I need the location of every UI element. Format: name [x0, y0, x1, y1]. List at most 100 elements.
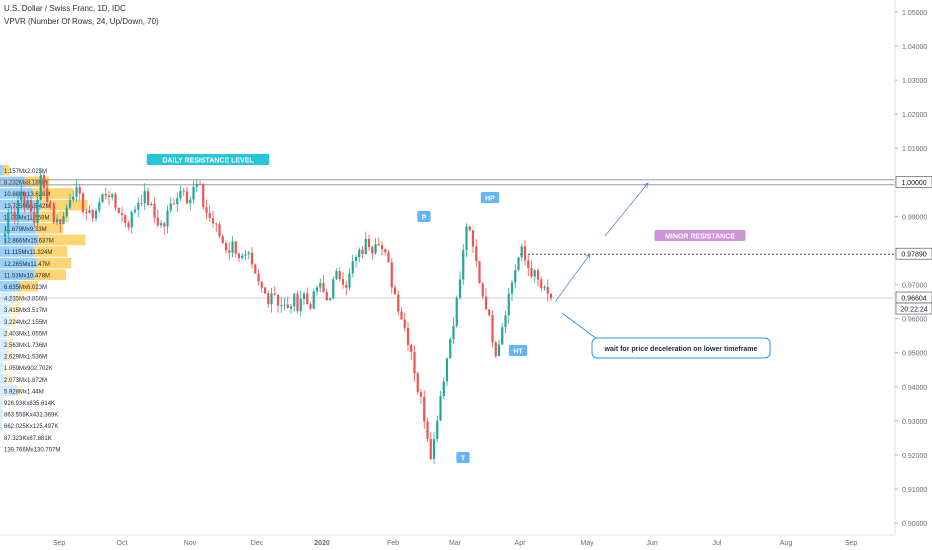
candle-body — [218, 224, 221, 237]
candle-body — [403, 319, 406, 328]
y-tick-label: 0.91000 — [902, 487, 927, 494]
candle-body — [78, 187, 81, 194]
candle-body — [325, 291, 328, 301]
candle-body — [263, 287, 267, 294]
candle-body — [163, 223, 166, 227]
vp-bar-up — [0, 304, 11, 315]
candle-body — [289, 306, 293, 309]
y-tick-label: 0.95000 — [902, 351, 927, 358]
candle-body — [520, 246, 523, 258]
candle-body — [488, 309, 491, 316]
x-tick-label: 2020 — [314, 540, 330, 547]
candle-body — [133, 209, 137, 213]
annotation-label: P — [422, 215, 427, 222]
candle-body — [328, 298, 332, 301]
candle-body — [517, 257, 520, 270]
countdown-tag-bg — [895, 302, 932, 315]
projection-arrow — [554, 253, 591, 303]
candle-body — [449, 339, 452, 359]
candle-body — [374, 243, 377, 254]
price-tag-daily: 1.00000 — [901, 180, 926, 187]
candle-body — [36, 200, 39, 223]
vp-bar-up — [0, 408, 3, 420]
candle-body — [543, 287, 546, 289]
vp-bar-down — [36, 257, 72, 269]
projection-arrow-head — [643, 182, 649, 188]
callout-box — [591, 337, 771, 359]
chart-title: U.S. Dollar / Swiss Franc, 1D, IDC — [4, 4, 126, 13]
candle-body — [150, 203, 153, 206]
candle-body — [423, 396, 426, 422]
candle-body — [20, 191, 23, 201]
candle-body — [410, 344, 413, 353]
annotation-label-bg — [417, 211, 431, 222]
candle-body — [413, 352, 416, 374]
projection-arrow — [604, 182, 649, 237]
projection-arrow-head — [585, 253, 591, 259]
vp-bar-down — [10, 304, 21, 315]
candle-body — [484, 296, 488, 310]
y-tick-label: 1.02000 — [902, 112, 927, 119]
price-tag-minor-bg — [895, 247, 932, 260]
vp-bar-down — [9, 315, 17, 327]
vp-row-label: 11.33Mx11.559M — [4, 215, 49, 221]
candle-body — [322, 282, 325, 292]
vp-bar-down — [2, 408, 4, 420]
annotation-label-bg — [456, 452, 470, 463]
candle-body — [124, 214, 127, 223]
candle-body — [55, 219, 59, 223]
candle-body — [416, 373, 419, 393]
vp-row-label: 11.53Mx10.478M — [4, 273, 50, 279]
vp-bar-up — [0, 269, 35, 280]
candle-body — [68, 199, 72, 208]
candle-body — [364, 239, 367, 254]
vp-bar-up — [0, 397, 3, 408]
y-tick-label: 0.90000 — [902, 521, 927, 528]
candle-body — [429, 438, 432, 459]
annotations: DAILY RESISTANCE LEVEL P HP MINOR RESISTANC… — [146, 154, 771, 463]
x-tick-label: May — [580, 540, 594, 547]
candle-body — [384, 249, 387, 253]
candle-body — [221, 236, 224, 244]
vp-bar-up — [0, 188, 33, 199]
vp-row-label: 6.635Mx6.023M — [4, 285, 47, 291]
vp-row-label: 11.115Mx11.324M — [4, 250, 52, 256]
annotation-label-bg — [146, 154, 270, 165]
candle-body — [419, 392, 423, 397]
vp-row-label: 3.415Mx3.517M — [4, 308, 47, 314]
candle-body — [390, 262, 393, 288]
candle-body — [237, 253, 241, 258]
y-tick-label: 0.93000 — [902, 419, 927, 426]
candle-body — [455, 297, 458, 326]
candle-body — [523, 246, 527, 261]
indicator-label: VPVR (Number Of Rows, 24, Up/Down, 70) — [4, 17, 159, 26]
annotation-label: MINOR RESISTANCE — [665, 234, 735, 241]
y-tick-label: 1.05000 — [902, 10, 927, 17]
candle-body — [166, 210, 169, 227]
candle-body — [478, 260, 481, 284]
candle-body — [65, 207, 68, 217]
candle-body — [127, 222, 130, 228]
annotation-label: T — [461, 456, 466, 463]
vp-row-label: 13.725Mx15.42M — [4, 204, 50, 210]
price-tag-last: 0.96604 — [901, 296, 926, 303]
candle-body — [241, 255, 244, 258]
candle-body — [270, 293, 273, 305]
candle-body — [319, 282, 322, 288]
vp-row-label: 139.766Mx130.707M — [4, 447, 60, 453]
y-tick-label: 0.94000 — [902, 385, 927, 392]
candle-body — [169, 203, 172, 211]
vp-row-label: 12.265Mx11.47M — [4, 262, 50, 268]
y-tick-label: 0.92000 — [902, 453, 927, 460]
vp-bar-up — [0, 246, 34, 257]
x-tick-label: Jul — [713, 540, 722, 547]
vp-bar-up — [0, 420, 2, 431]
vp-bar-down — [6, 373, 12, 385]
candle-body — [367, 239, 371, 248]
candle-body — [72, 196, 75, 200]
x-tick-label: Feb — [387, 540, 399, 547]
vp-bar-up — [0, 373, 7, 385]
candle-body — [146, 191, 150, 206]
